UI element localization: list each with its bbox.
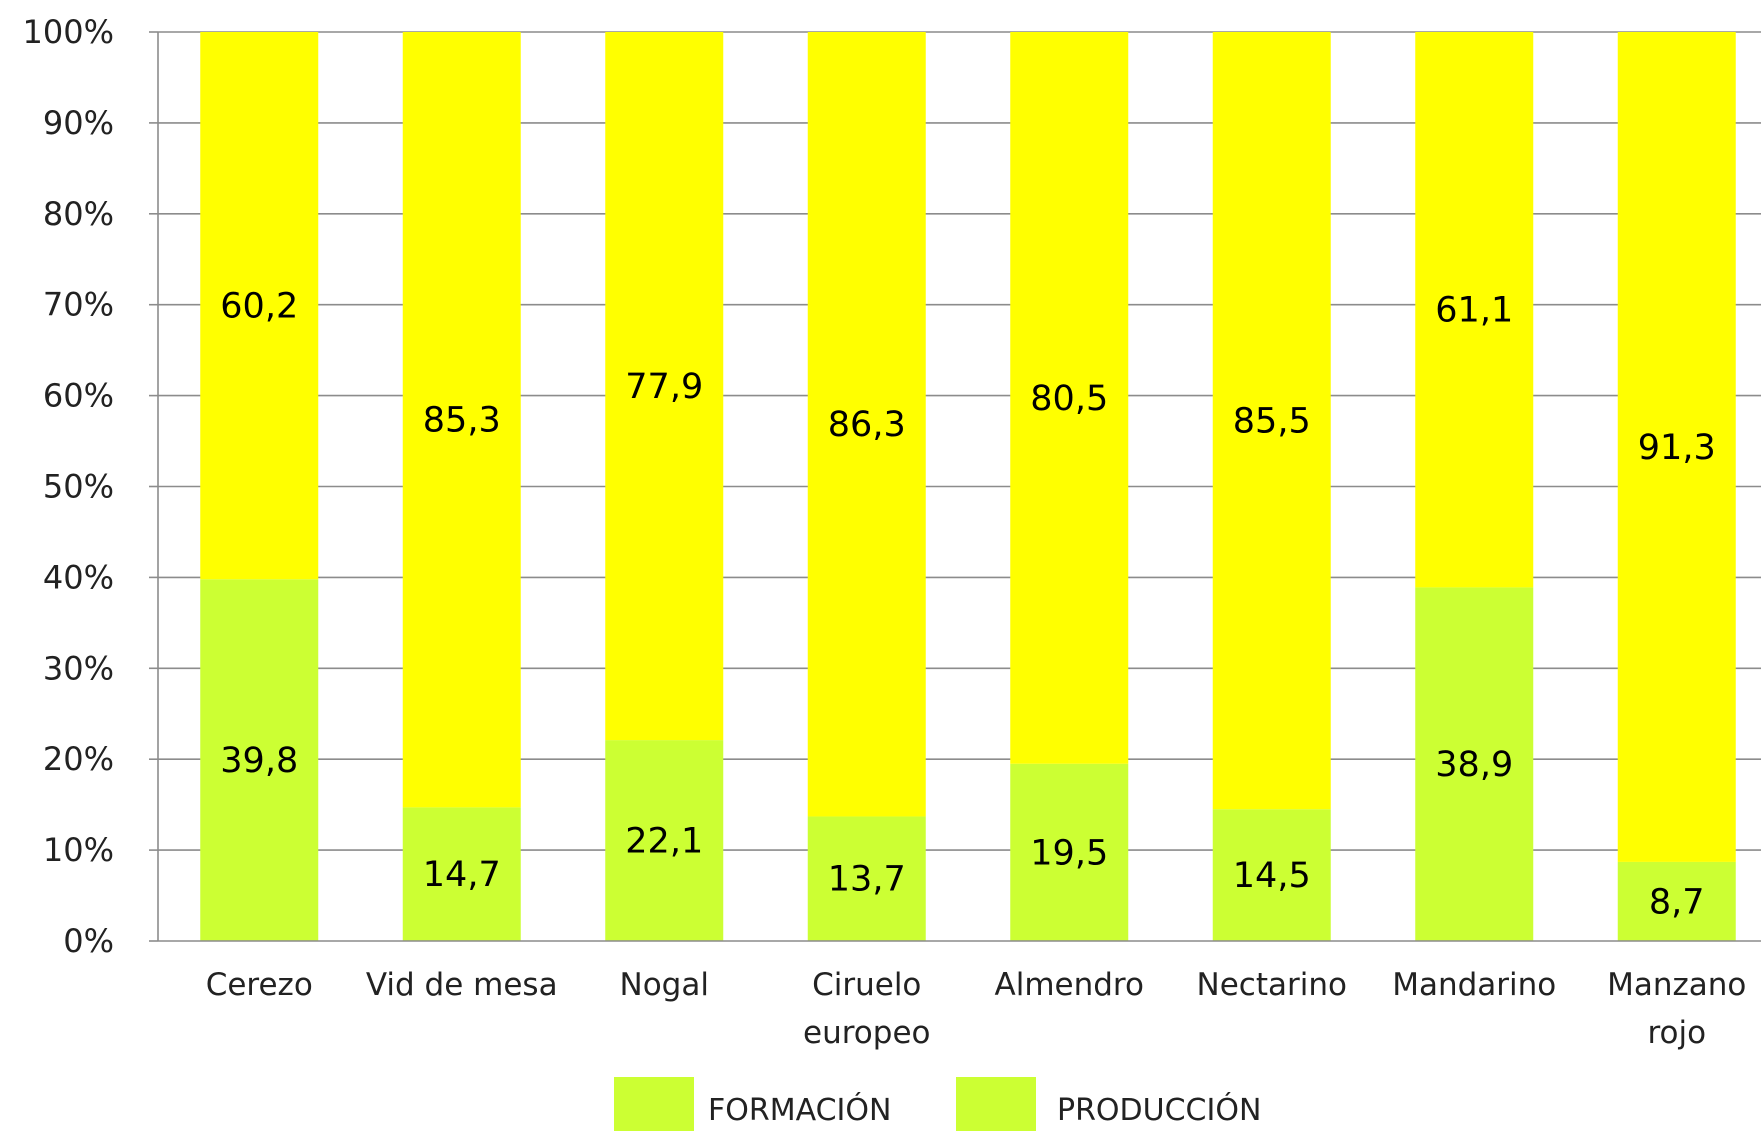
data-label: 13,7 <box>828 860 906 900</box>
x-tick-label: Nogal <box>620 967 709 1003</box>
legend-swatch <box>614 1077 694 1131</box>
y-tick-label: 40% <box>43 558 114 596</box>
y-tick-label: 100% <box>23 13 114 51</box>
data-label: 38,9 <box>1435 745 1513 785</box>
data-label: 80,5 <box>1030 379 1108 419</box>
data-label: 8,7 <box>1649 882 1705 922</box>
data-label: 77,9 <box>625 367 703 407</box>
x-axis: Cerezo Vid de mesa Nogal Ciruelo europeo Alme… <box>158 941 1761 1051</box>
y-tick-label: 30% <box>43 649 114 687</box>
x-tick-label: Ciruelo <box>812 967 921 1003</box>
y-tick-label: 10% <box>43 831 114 869</box>
x-tick-label: Nectarino <box>1197 967 1347 1003</box>
x-tick-label: Mandarino <box>1392 967 1556 1003</box>
data-label: 39,8 <box>220 741 298 781</box>
x-tick-label: Manzano <box>1607 967 1746 1003</box>
data-label: 91,3 <box>1638 428 1716 468</box>
data-label: 14,7 <box>423 855 501 895</box>
y-tick-label: 0% <box>63 922 114 960</box>
legend: FORMACIÓN PRODUCCIÓN <box>614 1077 1261 1131</box>
y-tick-label: 90% <box>43 104 114 142</box>
data-label: 86,3 <box>828 405 906 445</box>
x-tick-label: europeo <box>803 1015 930 1051</box>
x-tick-label: Cerezo <box>206 967 313 1003</box>
x-tick-label: Vid de mesa <box>366 967 558 1003</box>
data-label: 14,5 <box>1233 856 1311 896</box>
data-label: 22,1 <box>625 822 703 862</box>
y-tick-label: 80% <box>43 195 114 233</box>
data-label: 85,3 <box>423 401 501 441</box>
data-label: 61,1 <box>1435 291 1513 331</box>
y-tick-label: 50% <box>43 468 114 506</box>
x-tick-label: rojo <box>1647 1015 1706 1051</box>
legend-swatch <box>956 1077 1036 1131</box>
x-tick-label: Almendro <box>995 967 1144 1003</box>
y-tick-label: 60% <box>43 377 114 415</box>
legend-label: FORMACIÓN <box>708 1091 891 1128</box>
y-axis: 0% 10% 20% 30% 40% 50% 60% 70% 80% 90% 100% <box>23 13 158 960</box>
data-label: 85,5 <box>1233 402 1311 442</box>
data-label: 19,5 <box>1030 833 1108 873</box>
legend-label: PRODUCCIÓN <box>1057 1091 1261 1128</box>
data-label: 60,2 <box>220 287 298 327</box>
y-tick-label: 20% <box>43 740 114 778</box>
y-tick-label: 70% <box>43 286 114 324</box>
